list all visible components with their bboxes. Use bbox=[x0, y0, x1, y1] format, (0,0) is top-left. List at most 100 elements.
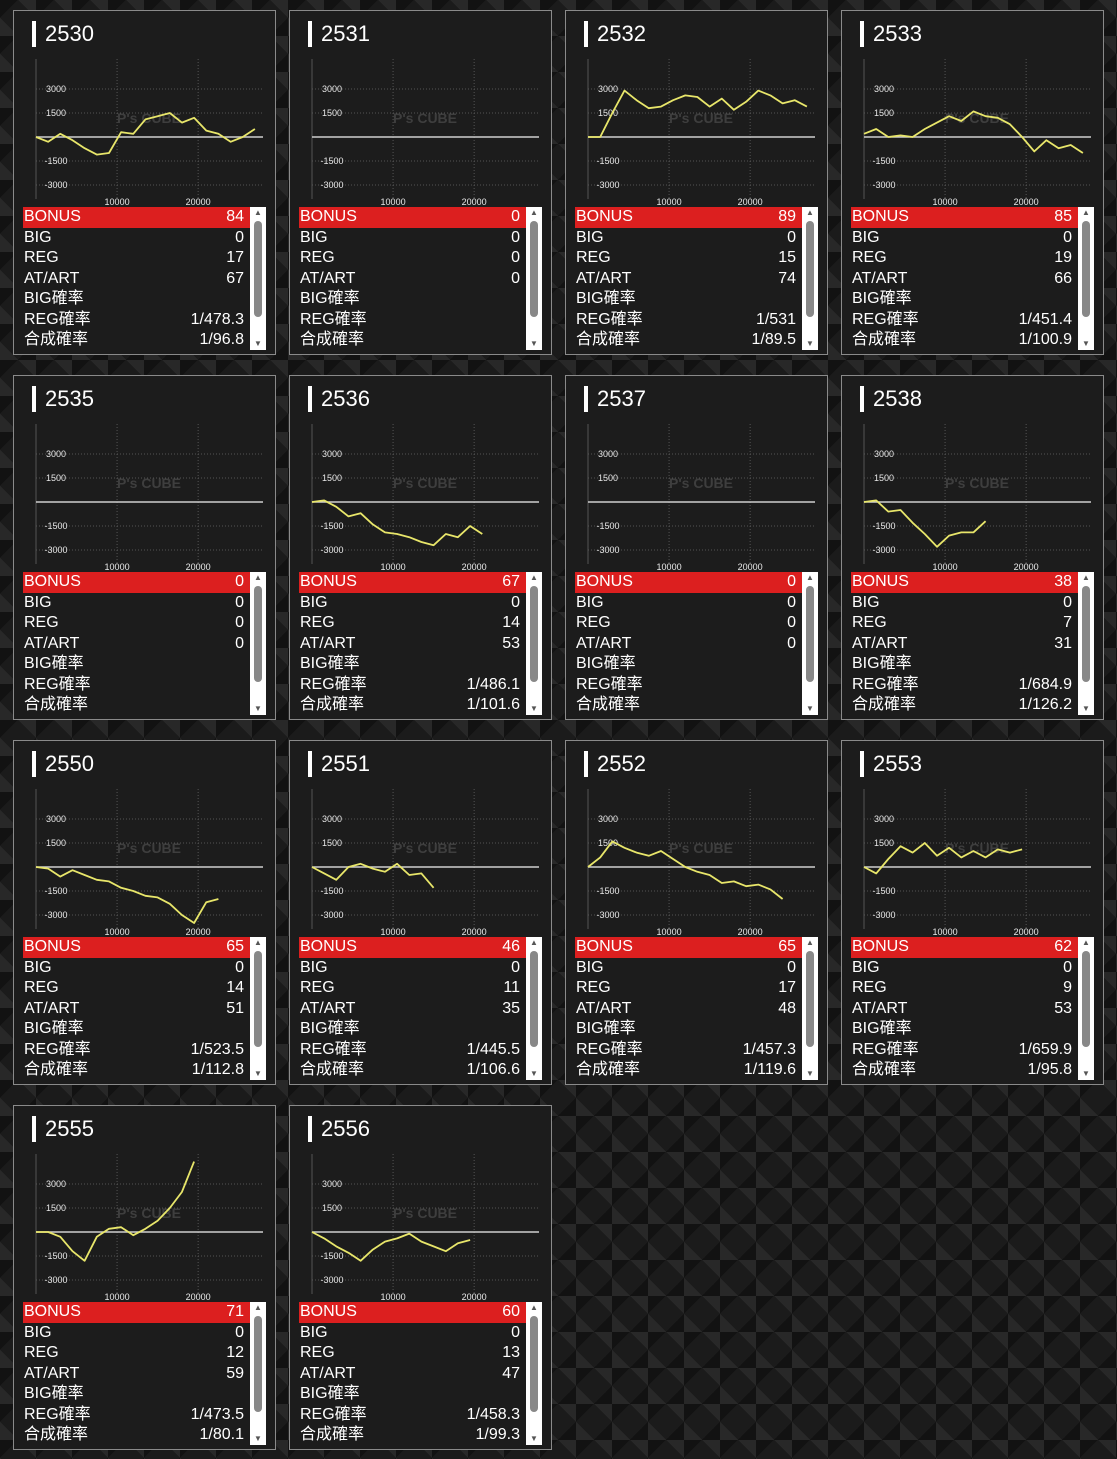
machine-card[interactable]: 2553 P's CUBE 3000 1500 -1500 -3000 10000 20000… bbox=[841, 740, 1104, 1085]
scroll-down-icon[interactable]: ▼ bbox=[1082, 704, 1090, 713]
bonus-row: BONUS 0 bbox=[575, 572, 818, 593]
series-line bbox=[587, 840, 784, 900]
stats-scrollbar[interactable]: ▲ ▼ bbox=[802, 207, 818, 350]
y-tick-label: -1500 bbox=[44, 886, 67, 896]
machine-card[interactable]: 2538 P's CUBE 3000 1500 -1500 -3000 10000 20000… bbox=[841, 375, 1104, 720]
machine-card[interactable]: 2550 P's CUBE 3000 1500 -1500 -3000 10000 20000… bbox=[13, 740, 276, 1085]
scroll-down-icon[interactable]: ▼ bbox=[1082, 339, 1090, 348]
machine-card[interactable]: 2535 P's CUBE 3000 1500 -1500 -3000 10000 20000… bbox=[13, 375, 276, 720]
total-rate-row: 合成確率 1/100.9 bbox=[851, 330, 1094, 351]
scroll-up-icon[interactable]: ▲ bbox=[530, 208, 538, 217]
big-row: BIG 0 bbox=[299, 958, 542, 979]
x-tick-label: 20000 bbox=[186, 562, 211, 572]
stats-scrollbar[interactable]: ▲ ▼ bbox=[802, 572, 818, 715]
scroll-up-icon[interactable]: ▲ bbox=[1082, 208, 1090, 217]
scroll-down-icon[interactable]: ▼ bbox=[530, 704, 538, 713]
scroll-thumb[interactable] bbox=[1082, 586, 1090, 682]
bonus-row: BONUS 89 bbox=[575, 207, 818, 228]
machine-card[interactable]: 2536 P's CUBE 3000 1500 -1500 -3000 10000 20000… bbox=[289, 375, 552, 720]
big-rate-row: BIG確率 bbox=[23, 1384, 266, 1405]
stats-scrollbar[interactable]: ▲ ▼ bbox=[526, 937, 542, 1080]
scroll-up-icon[interactable]: ▲ bbox=[530, 1303, 538, 1312]
stats-table: BONUS 89 BIG 0 REG 15 AT/ART 74 BIG確率 REG確率 1/531 合… bbox=[575, 207, 818, 350]
y-tick-label: 3000 bbox=[46, 84, 66, 94]
scroll-up-icon[interactable]: ▲ bbox=[254, 1303, 262, 1312]
row-label: BIG確率 bbox=[300, 1020, 360, 1037]
scroll-down-icon[interactable]: ▼ bbox=[254, 339, 262, 348]
scroll-down-icon[interactable]: ▼ bbox=[806, 339, 814, 348]
row-value: 1/451.4 bbox=[1018, 310, 1072, 328]
slump-chart: P's CUBE 3000 1500 -1500 -3000 10000 20000 bbox=[311, 789, 539, 937]
machine-card[interactable]: 2537 P's CUBE 3000 1500 -1500 -3000 10000 20000… bbox=[565, 375, 828, 720]
machine-card[interactable]: 2532 P's CUBE 3000 1500 -1500 -3000 10000 20000… bbox=[565, 10, 828, 355]
series-line bbox=[863, 842, 1023, 875]
row-value: 1/80.1 bbox=[199, 1426, 244, 1443]
scroll-thumb[interactable] bbox=[806, 951, 814, 1047]
machine-card[interactable]: 2551 P's CUBE 3000 1500 -1500 -3000 10000 20000… bbox=[289, 740, 552, 1085]
scroll-thumb[interactable] bbox=[806, 221, 814, 317]
reg-row: REG 14 bbox=[23, 978, 266, 999]
stats-scrollbar[interactable]: ▲ ▼ bbox=[250, 937, 266, 1080]
stats-scrollbar[interactable]: ▲ ▼ bbox=[250, 1302, 266, 1445]
row-label: BONUS bbox=[852, 208, 909, 225]
big-row: BIG 0 bbox=[851, 958, 1094, 979]
scroll-thumb[interactable] bbox=[530, 951, 538, 1047]
stats-scrollbar[interactable]: ▲ ▼ bbox=[526, 207, 542, 350]
scroll-up-icon[interactable]: ▲ bbox=[530, 938, 538, 947]
stats-scrollbar[interactable]: ▲ ▼ bbox=[802, 937, 818, 1080]
stats-scrollbar[interactable]: ▲ ▼ bbox=[250, 207, 266, 350]
stats-scrollbar[interactable]: ▲ ▼ bbox=[1078, 572, 1094, 715]
scroll-down-icon[interactable]: ▼ bbox=[530, 339, 538, 348]
watermark-logo: P's CUBE bbox=[669, 475, 733, 491]
scroll-thumb[interactable] bbox=[806, 586, 814, 682]
scroll-down-icon[interactable]: ▼ bbox=[806, 1069, 814, 1078]
slump-chart: P's CUBE 3000 1500 -1500 -3000 10000 20000 bbox=[311, 59, 539, 207]
scroll-down-icon[interactable]: ▼ bbox=[254, 1434, 262, 1443]
scroll-up-icon[interactable]: ▲ bbox=[806, 573, 814, 582]
machine-card[interactable]: 2533 P's CUBE 3000 1500 -1500 -3000 10000 20000… bbox=[841, 10, 1104, 355]
big-rate-row: BIG確率 bbox=[851, 289, 1094, 310]
scroll-thumb[interactable] bbox=[1082, 951, 1090, 1047]
machine-card[interactable]: 2556 P's CUBE 3000 1500 -1500 -3000 10000 20000… bbox=[289, 1105, 552, 1450]
scroll-thumb[interactable] bbox=[254, 221, 262, 317]
stats-scrollbar[interactable]: ▲ ▼ bbox=[250, 572, 266, 715]
scroll-down-icon[interactable]: ▼ bbox=[530, 1069, 538, 1078]
machine-card[interactable]: 2552 P's CUBE 3000 1500 -1500 -3000 10000 20000… bbox=[565, 740, 828, 1085]
scroll-down-icon[interactable]: ▼ bbox=[254, 704, 262, 713]
scroll-thumb[interactable] bbox=[1082, 221, 1090, 317]
row-label: REG確率 bbox=[576, 675, 643, 693]
scroll-up-icon[interactable]: ▲ bbox=[254, 938, 262, 947]
stats-scrollbar[interactable]: ▲ ▼ bbox=[1078, 207, 1094, 350]
scroll-down-icon[interactable]: ▼ bbox=[806, 704, 814, 713]
scroll-thumb[interactable] bbox=[254, 1316, 262, 1412]
series-line bbox=[311, 499, 483, 547]
scroll-down-icon[interactable]: ▼ bbox=[254, 1069, 262, 1078]
scroll-up-icon[interactable]: ▲ bbox=[1082, 938, 1090, 947]
scroll-thumb[interactable] bbox=[530, 586, 538, 682]
scroll-up-icon[interactable]: ▲ bbox=[806, 938, 814, 947]
machine-card[interactable]: 2555 P's CUBE 3000 1500 -1500 -3000 10000 20000… bbox=[13, 1105, 276, 1450]
stats-table: BONUS 71 BIG 0 REG 12 AT/ART 59 BIG確率 REG確率 1/473.… bbox=[23, 1302, 266, 1445]
scroll-up-icon[interactable]: ▲ bbox=[806, 208, 814, 217]
scroll-thumb[interactable] bbox=[254, 951, 262, 1047]
stats-scrollbar[interactable]: ▲ ▼ bbox=[526, 1302, 542, 1445]
scroll-up-icon[interactable]: ▲ bbox=[254, 573, 262, 582]
reg-row: REG 0 bbox=[299, 248, 542, 269]
scroll-up-icon[interactable]: ▲ bbox=[530, 573, 538, 582]
scroll-down-icon[interactable]: ▼ bbox=[1082, 1069, 1090, 1078]
scroll-thumb[interactable] bbox=[530, 1316, 538, 1412]
scroll-up-icon[interactable]: ▲ bbox=[254, 208, 262, 217]
stats-scrollbar[interactable]: ▲ ▼ bbox=[526, 572, 542, 715]
scroll-thumb[interactable] bbox=[254, 586, 262, 682]
scroll-down-icon[interactable]: ▼ bbox=[530, 1434, 538, 1443]
row-label: AT/ART bbox=[576, 269, 632, 287]
stats-scrollbar[interactable]: ▲ ▼ bbox=[1078, 937, 1094, 1080]
scroll-up-icon[interactable]: ▲ bbox=[1082, 573, 1090, 582]
row-label: BONUS bbox=[576, 573, 633, 590]
machine-card[interactable]: 2531 P's CUBE 3000 1500 -1500 -3000 10000 20000… bbox=[289, 10, 552, 355]
bonus-row: BONUS 84 bbox=[23, 207, 266, 228]
machine-card[interactable]: 2530 P's CUBE 3000 1500 -1500 -3000 10000 20000… bbox=[13, 10, 276, 355]
row-label: BONUS bbox=[300, 938, 357, 955]
scroll-thumb[interactable] bbox=[530, 221, 538, 317]
